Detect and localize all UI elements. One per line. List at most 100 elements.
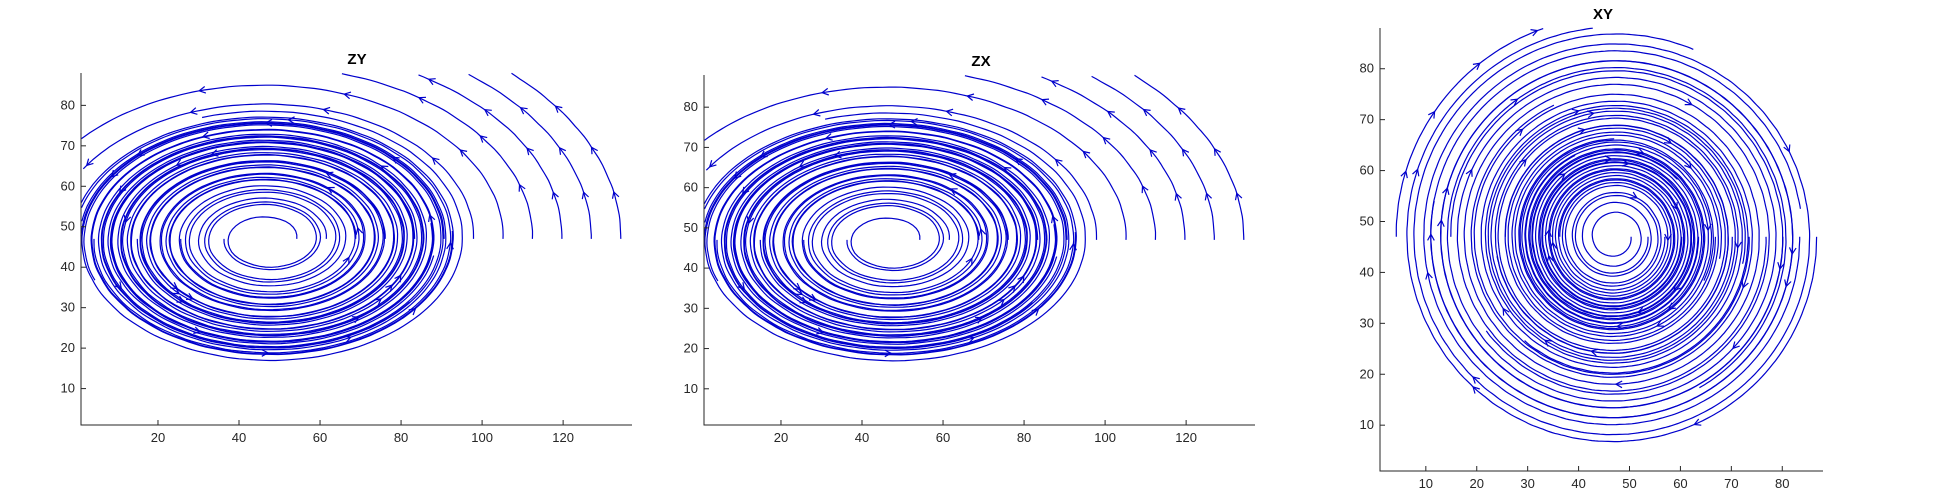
flow-arrowhead [1703, 223, 1712, 232]
flow-arrowhead [355, 226, 364, 236]
flow-arrowhead [1400, 170, 1408, 179]
flow-arrowhead [1636, 306, 1646, 315]
zx-x-tick-labels: 20 40 60 80 100 120 [774, 420, 1197, 445]
flow-arrowhead [394, 274, 402, 283]
streamline [704, 122, 1070, 351]
flow-arrowhead [408, 307, 417, 316]
flow-arrowhead [945, 108, 954, 117]
flow-arrowhead [176, 295, 185, 303]
y-tick-label: 10 [1360, 417, 1374, 432]
flow-arrowhead [1614, 380, 1623, 389]
x-tick-label: 100 [471, 430, 493, 445]
flow-arrowhead [746, 216, 755, 225]
flow-arrowhead [1636, 147, 1645, 155]
flow-arrowhead [1213, 147, 1221, 156]
flow-arrowhead [1003, 166, 1012, 174]
flow-arrowhead [1663, 136, 1673, 144]
flow-arrowhead [1177, 107, 1186, 115]
zy-arrowheads [85, 78, 620, 357]
y-tick-label: 10 [61, 381, 75, 396]
flow-arrowhead [1425, 271, 1433, 280]
flow-arrowhead [201, 131, 210, 140]
zx-plot-panel: ZX 20 40 60 80 100 120 10 20 30 40 50 60 70 80 [684, 53, 1255, 445]
flow-arrowhead [1519, 158, 1527, 167]
zx-plot-title: ZX [971, 53, 990, 70]
flow-arrowhead [949, 188, 958, 196]
x-tick-label: 40 [855, 430, 869, 445]
flow-arrowhead [1017, 275, 1025, 284]
streamline [1463, 83, 1770, 395]
flow-arrowhead [1502, 307, 1510, 316]
x-tick-label: 60 [936, 430, 950, 445]
flow-arrowhead [385, 284, 393, 292]
flow-arrowhead [965, 257, 973, 266]
xy-y-tick-labels: 10 20 30 40 50 60 70 80 [1360, 61, 1385, 432]
flow-arrowhead [1670, 201, 1678, 211]
flow-arrowhead [118, 185, 127, 194]
flow-arrowhead [1783, 144, 1791, 153]
flow-arrowhead [1142, 108, 1151, 117]
flow-arrowhead [287, 116, 295, 125]
y-tick-label: 20 [1360, 366, 1374, 381]
y-tick-label: 30 [684, 300, 698, 315]
flow-arrowhead [795, 288, 804, 296]
flow-arrowhead [1741, 280, 1749, 289]
flow-arrowhead [114, 281, 123, 290]
flow-arrowhead [1204, 192, 1213, 201]
x-tick-label: 80 [1775, 476, 1789, 491]
flow-arrowhead [1510, 98, 1519, 106]
y-tick-label: 40 [684, 260, 698, 275]
flow-arrowhead [261, 349, 270, 357]
streamline [703, 119, 1075, 354]
flow-arrowhead [1008, 284, 1016, 293]
flow-arrowhead [558, 146, 567, 155]
flow-arrowhead [351, 316, 361, 324]
flow-arrowhead [997, 298, 1005, 307]
flow-arrowhead [374, 298, 382, 306]
flow-arrowhead [793, 282, 802, 291]
y-tick-label: 60 [61, 178, 75, 193]
flow-arrowhead [833, 150, 842, 159]
flow-arrowhead [948, 173, 957, 181]
flow-arrowhead [343, 91, 352, 100]
flow-arrowhead [733, 171, 742, 180]
streamline [1041, 76, 1186, 240]
flow-arrowhead [123, 214, 132, 224]
flow-arrowhead [1586, 110, 1595, 119]
flow-arrowhead [1629, 191, 1638, 199]
y-tick-label: 10 [684, 381, 698, 396]
flow-arrowhead [193, 326, 202, 334]
flow-arrowhead [978, 227, 987, 237]
zy-y-tick-labels: 10 20 30 40 50 60 70 80 [61, 97, 86, 396]
y-tick-label: 80 [684, 99, 698, 114]
y-tick-label: 50 [1360, 213, 1374, 228]
streamline [704, 86, 1127, 240]
flow-arrowhead [1621, 159, 1630, 167]
flow-arrowhead [326, 186, 335, 194]
xy-plot-title: XY [1593, 6, 1613, 23]
x-tick-label: 30 [1520, 476, 1534, 491]
y-tick-label: 40 [1360, 264, 1374, 279]
flow-arrowhead [342, 256, 350, 265]
flow-arrowhead [1784, 279, 1792, 288]
flow-arrowhead [1684, 98, 1693, 106]
flow-arrowhead [581, 190, 590, 200]
zy-x-tick-labels: 20 40 60 80 100 120 [151, 420, 574, 445]
zy-plot-title: ZY [347, 51, 366, 68]
x-tick-label: 70 [1724, 476, 1738, 491]
streamline [81, 84, 504, 239]
flow-arrowhead [910, 117, 918, 126]
xy-axes [1379, 28, 1823, 472]
flow-arrowhead [590, 146, 598, 155]
zy-plot-panel: ZY 20 40 60 80 100 120 10 20 30 40 50 60 70 80 [61, 51, 632, 445]
x-tick-label: 40 [1571, 476, 1585, 491]
y-tick-label: 50 [61, 219, 75, 234]
x-tick-label: 20 [774, 430, 788, 445]
y-tick-label: 70 [1360, 112, 1374, 127]
flow-arrowhead [417, 96, 427, 104]
streamline [511, 72, 622, 239]
flow-arrowhead [1234, 192, 1243, 201]
flow-arrowhead [816, 327, 825, 335]
xy-plot-panel: XY 10 20 30 40 50 60 70 80 10 20 30 40 50 60 70 80 [1360, 6, 1823, 491]
zx-streamlines [703, 74, 1245, 362]
